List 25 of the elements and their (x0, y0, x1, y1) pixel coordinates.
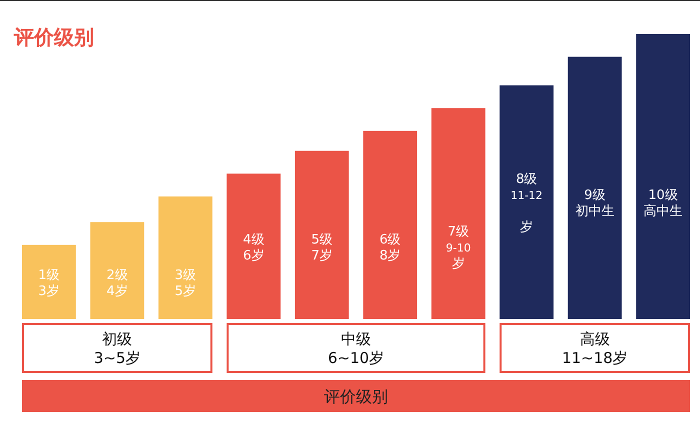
bar (363, 130, 418, 319)
bar (294, 150, 349, 319)
bar (22, 244, 76, 319)
text: 中级 6~10岁 (328, 330, 384, 367)
bar (431, 108, 486, 319)
x-tick-label: 5级 7岁 (311, 232, 333, 264)
x-tick-label: 10级高中生 (644, 188, 683, 220)
bar (568, 56, 622, 319)
text: 评价级别 (324, 387, 388, 406)
text: 初级 3~5岁 (94, 330, 141, 367)
text: 高级 11~18岁 (562, 330, 628, 367)
bar (636, 34, 690, 319)
bar (90, 222, 144, 319)
bar (226, 174, 281, 319)
x-tick-label: 6级 8岁 (379, 232, 401, 264)
x-tick-label: 4级 6岁 (243, 232, 264, 264)
bar (500, 85, 554, 319)
x-tick-label: 9级初中生 (575, 188, 614, 220)
x-tick-label: 1级 3岁 (38, 268, 60, 299)
chart-title: 评价级别 (13, 25, 94, 49)
category-label: 8级 11-12 岁 (510, 172, 543, 236)
x-tick-label: 7级 9-10 岁 (446, 224, 471, 272)
x-tick-label: 2级 4岁 (106, 268, 128, 299)
bar (158, 196, 212, 319)
x-tick-label: 3级 5岁 (174, 268, 196, 299)
